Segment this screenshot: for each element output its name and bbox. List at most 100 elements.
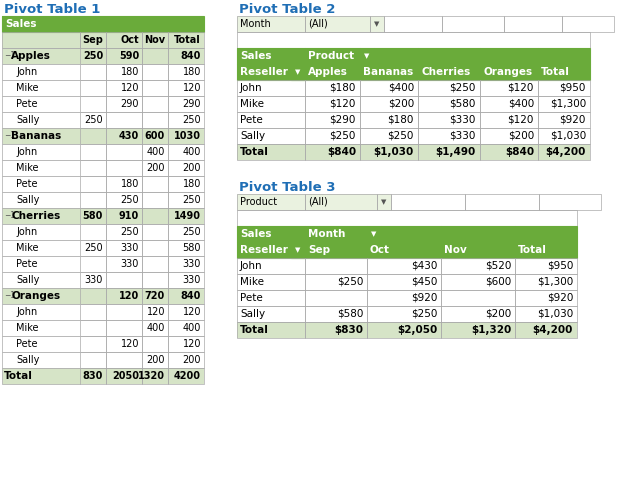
Bar [168,256,204,272]
Text: (All): (All) [308,197,328,207]
Bar [237,96,305,112]
Bar [237,210,577,226]
Bar [441,322,515,338]
Text: 330: 330 [182,275,201,285]
Bar [377,194,391,210]
Bar [515,274,577,290]
Bar [142,320,168,336]
Bar [237,306,305,322]
Bar [106,320,142,336]
Text: 250: 250 [120,195,139,205]
Bar [168,64,204,80]
Text: 400: 400 [182,147,201,157]
Bar [441,274,515,290]
Text: Bananas: Bananas [363,67,413,77]
Bar [80,64,106,80]
Bar [142,304,168,320]
Bar [80,192,106,208]
Text: 580: 580 [182,243,201,253]
Bar [168,192,204,208]
Bar [2,176,80,192]
Bar [80,64,106,80]
Bar [106,224,142,240]
Bar [305,112,360,128]
Bar [237,32,590,48]
Text: ▼: ▼ [364,53,370,59]
Bar [142,240,168,256]
Bar [142,352,168,368]
Text: Sales: Sales [5,19,36,29]
Text: $920: $920 [411,293,437,303]
Bar [305,322,367,338]
Text: $250: $250 [411,309,437,319]
Bar [367,290,441,306]
Text: $400: $400 [388,83,414,93]
Bar [2,272,80,288]
Bar [168,32,204,48]
Bar [305,144,360,160]
Bar [305,16,370,32]
Bar [142,160,168,176]
Bar [538,144,590,160]
Text: ▼: ▼ [295,69,301,75]
Bar [80,304,106,320]
Text: 290: 290 [120,99,139,109]
Bar [2,224,80,240]
Bar [305,194,377,210]
Bar [142,208,168,224]
Bar [360,48,374,64]
Bar [168,80,204,96]
Bar [2,352,80,368]
Bar [237,96,305,112]
Bar [480,96,538,112]
Bar [106,160,142,176]
Bar [80,128,106,144]
Bar [418,64,480,80]
Bar [106,256,142,272]
Bar [305,306,367,322]
Text: Pivot Table 3: Pivot Table 3 [239,181,335,194]
Bar [106,160,142,176]
Bar [237,306,305,322]
Text: $580: $580 [450,99,476,109]
Bar [168,112,204,128]
Bar [80,336,106,352]
Bar [142,208,168,224]
Bar [106,112,142,128]
Bar [515,306,577,322]
Bar [441,306,515,322]
Bar [106,288,142,304]
Bar [142,80,168,96]
Text: Month: Month [240,19,271,29]
Bar [381,226,441,242]
Text: Pivot Table 1: Pivot Table 1 [4,3,100,16]
Text: Sally: Sally [16,115,40,125]
Bar [538,128,590,144]
Bar [237,258,305,274]
Bar [80,368,106,384]
Text: Oranges: Oranges [483,67,532,77]
Bar [441,290,515,306]
Text: 400: 400 [182,323,201,333]
Bar [562,16,614,32]
Text: $330: $330 [450,115,476,125]
Bar [237,16,305,32]
Bar [142,224,168,240]
Text: Total: Total [4,371,33,381]
Text: 120: 120 [182,307,201,317]
Bar [441,242,515,258]
Bar [142,144,168,160]
Bar [370,16,384,32]
Bar [305,306,367,322]
Bar [2,336,80,352]
Text: 250: 250 [84,115,103,125]
Bar [367,322,441,338]
Bar [441,322,515,338]
Text: 250: 250 [182,195,201,205]
Text: $330: $330 [450,131,476,141]
Text: 290: 290 [182,99,201,109]
Bar [142,224,168,240]
Bar [237,322,305,338]
Bar [237,194,305,210]
Bar [2,48,80,64]
